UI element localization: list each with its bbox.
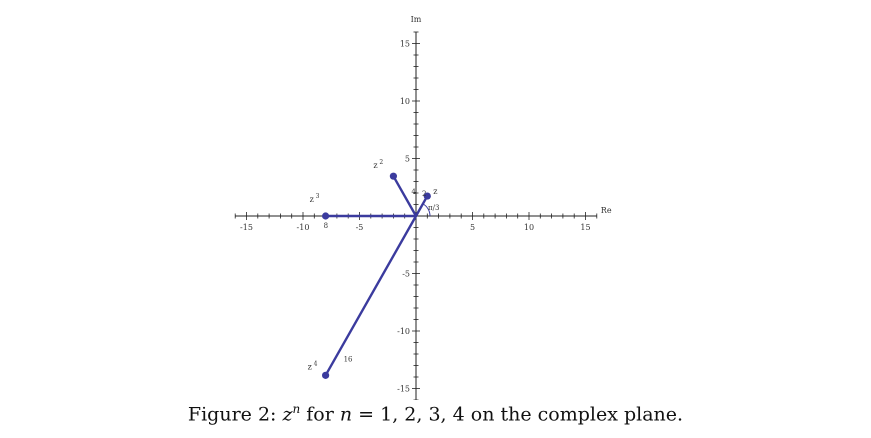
caption-var-z: z (282, 403, 293, 426)
point-z2 (389, 172, 397, 180)
y-tick-label: -5 (402, 270, 410, 279)
segment-z2 (392, 174, 418, 218)
y-tick-label: 10 (400, 97, 410, 106)
x-axis-label: Re (601, 206, 612, 215)
caption-rest: = 1, 2, 3, 4 on the complex plane. (352, 403, 684, 426)
figure-caption: Figure 2: zn for n = 1, 2, 3, 4 on the c… (0, 402, 871, 436)
x-tick-label: -5 (356, 223, 364, 232)
y-tick-label: 15 (400, 40, 410, 49)
modulus-label-z2: 4 (411, 188, 416, 196)
point-label-z: z (433, 187, 437, 196)
point-label-z2: z (373, 161, 377, 170)
x-tick-label: 10 (524, 223, 534, 232)
y-tick-label: -10 (397, 327, 410, 336)
axes: -15 -10 -5 5 10 15 -15 -10 -5 5 10 15 Re Im (234, 15, 612, 400)
point-z (423, 192, 431, 200)
point-z3 (322, 212, 330, 220)
modulus-label-z4: 16 (344, 355, 353, 363)
point-label-z4: z (308, 362, 312, 371)
segment-z4 (324, 214, 418, 377)
y-axis-label: Im (411, 15, 422, 24)
point-power-z2: 2 (379, 159, 383, 166)
point-z4 (322, 371, 330, 379)
x-tick-label: -15 (240, 223, 253, 232)
x-tick-label: 5 (470, 223, 475, 232)
angle-arc (422, 203, 431, 217)
caption-sup-n: n (292, 402, 301, 416)
segment-z (414, 194, 429, 218)
x-tick-label: -10 (297, 223, 310, 232)
point-power-z3: 3 (316, 193, 320, 200)
caption-prefix: Figure 2: (187, 403, 283, 426)
modulus-label-z3: 8 (324, 222, 328, 230)
point-power-z4: 4 (314, 360, 318, 367)
angle-label: π/3 (428, 204, 439, 212)
y-tick-label: -15 (397, 385, 410, 394)
modulus-label-z: 2 (422, 190, 426, 198)
caption-mid: for (300, 403, 340, 426)
point-label-z3: z (310, 195, 314, 204)
y-tick-label: 5 (405, 155, 410, 164)
x-tick-label: 15 (580, 223, 590, 232)
caption-var-n: n (339, 403, 353, 426)
